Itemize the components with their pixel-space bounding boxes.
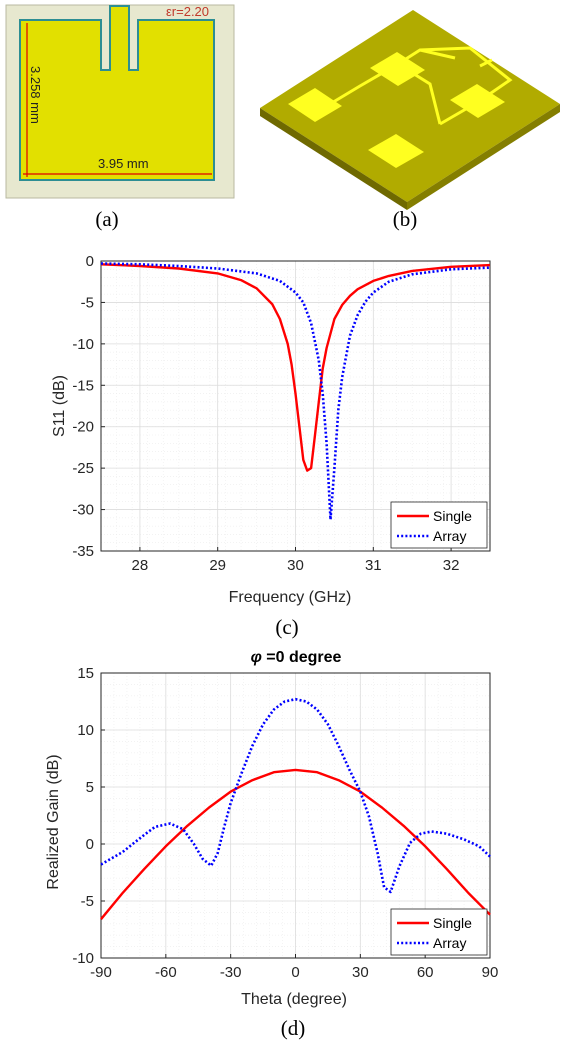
caption-a: (a) <box>95 207 118 231</box>
s11-x-axis-label: Frequency (GHz) <box>229 589 352 606</box>
y-tick-label: 0 <box>86 836 94 853</box>
s11-ticks: 28 29 30 31 32 0 -5 -10 -15 -20 -25 -30 -35 <box>72 253 459 574</box>
x-tick-label: 29 <box>209 557 226 574</box>
caption-d: (d) <box>281 1016 306 1040</box>
x-tick-label: -90 <box>90 964 112 981</box>
x-tick-label: 30 <box>352 964 369 981</box>
width-label: 3.95 mm <box>98 156 149 171</box>
legend-label-single: Single <box>433 508 472 524</box>
gain-x-axis-label: Theta (degree) <box>241 991 347 1008</box>
gain-y-axis-label: Realized Gain (dB) <box>45 754 62 889</box>
y-tick-label: -10 <box>72 950 94 967</box>
x-tick-label: 31 <box>365 557 382 574</box>
epsilon-label: εr=2.20 <box>166 4 209 19</box>
x-tick-label: 0 <box>291 964 299 981</box>
y-tick-label: -35 <box>72 543 94 560</box>
y-tick-label: -5 <box>81 893 94 910</box>
legend-box <box>390 501 488 549</box>
x-tick-label: 28 <box>132 557 149 574</box>
patch-antenna <box>19 5 215 181</box>
caption-b: (b) <box>393 207 418 231</box>
gain-chart-title: φ =0 degree <box>251 649 342 666</box>
y-tick-label: -15 <box>72 377 94 394</box>
caption-c: (c) <box>275 615 298 639</box>
gain-legend: Single Array <box>390 908 488 956</box>
x-tick-label: 30 <box>287 557 304 574</box>
gain-ticks: -90 -60 -30 0 30 60 90 15 10 5 0 -5 -10 <box>72 665 498 981</box>
y-tick-label: -10 <box>72 336 94 353</box>
legend-label-single: Single <box>433 915 472 931</box>
gain-title-text: =0 degree <box>262 649 342 666</box>
series-line-single <box>100 263 491 472</box>
x-tick-label: -60 <box>155 964 177 981</box>
legend-box <box>390 908 488 956</box>
feed-port <box>479 58 493 68</box>
x-tick-label: 60 <box>417 964 434 981</box>
legend-label-array: Array <box>433 935 466 951</box>
array-patch-right <box>450 84 505 118</box>
y-tick-label: 5 <box>86 779 94 796</box>
legend-label-array: Array <box>433 528 466 544</box>
x-tick-label: -30 <box>220 964 242 981</box>
series-line-array <box>100 697 491 894</box>
series-line-single <box>100 768 491 920</box>
array-patch-left <box>288 88 342 122</box>
gain-title-symbol: φ <box>251 649 262 666</box>
array-patch-bottom <box>368 134 424 168</box>
x-tick-label: 32 <box>443 557 460 574</box>
panel-b: (b) <box>260 10 560 231</box>
s11-chart: 28 29 30 31 32 0 -5 -10 -15 -20 -25 -30 -35 Single Ar… <box>51 253 491 639</box>
gain-series <box>100 697 491 920</box>
panel-a: εr=2.20 3.258 mm 3.95 mm (a) <box>5 4 235 231</box>
s11-legend: Single Array <box>390 501 488 549</box>
y-tick-label: -30 <box>72 502 94 519</box>
s11-series <box>100 262 491 521</box>
s11-y-axis-label: S11 (dB) <box>51 375 68 437</box>
y-tick-label: 15 <box>77 665 94 682</box>
height-label: 3.258 mm <box>28 66 43 124</box>
array-patch-top <box>370 52 425 86</box>
y-tick-label: 0 <box>86 253 94 270</box>
substrate-side-left <box>260 108 407 210</box>
x-tick-label: 90 <box>482 964 499 981</box>
y-tick-label: -5 <box>81 294 94 311</box>
substrate-top <box>260 10 560 202</box>
substrate-side-right <box>407 104 560 210</box>
y-tick-label: -25 <box>72 460 94 477</box>
y-tick-label: 10 <box>77 722 94 739</box>
y-tick-label: -20 <box>72 419 94 436</box>
gain-chart: φ =0 degree -90 -60 -30 0 30 60 90151050-5-10 … <box>45 649 498 1040</box>
